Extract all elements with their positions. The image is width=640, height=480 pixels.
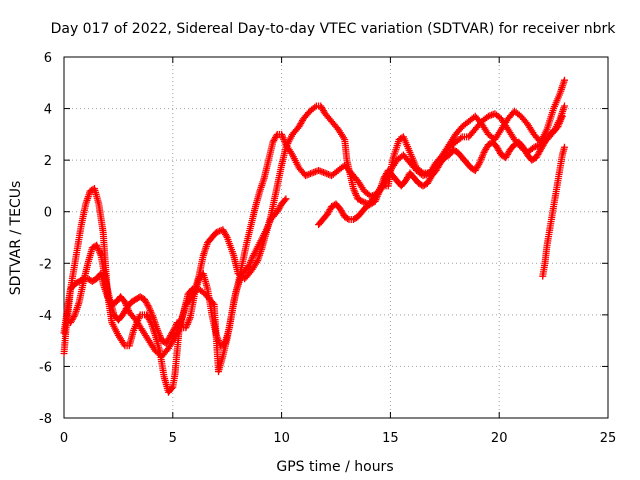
data-point [282,195,290,203]
y-tick-label: 2 [44,154,52,169]
series-track-2 [60,76,568,396]
data-point [344,215,352,223]
y-tick-labels: -8 -6 -4 -2 0 2 4 6 [39,51,52,427]
x-tick-label: 15 [382,431,399,446]
data-point [168,384,176,392]
data-points [60,76,568,396]
data-point [560,76,568,84]
data-point [558,112,566,120]
chart-title: Day 017 of 2022, Sidereal Day-to-day VTE… [51,21,617,37]
data-point [457,134,465,142]
data-point [222,232,230,240]
grid-lines [64,57,608,418]
x-tick-label: 20 [491,431,508,446]
y-tick-label: -2 [39,257,52,272]
data-point [560,102,568,110]
data-point [70,312,78,320]
data-point [475,160,483,168]
y-axis-label: SDTVAR / TECUs [8,181,24,296]
data-point [272,132,280,140]
x-axis-label: GPS time / hours [276,459,393,475]
x-tick-label: 0 [60,431,68,446]
x-tick-label: 5 [169,431,177,446]
series-track-5 [539,143,568,280]
data-point [311,103,319,111]
data-point [144,302,152,310]
y-tick-label: 6 [44,51,52,66]
y-tick-label: 4 [44,103,52,118]
series-track-4 [315,112,566,229]
y-tick-label: -8 [39,412,52,427]
data-point [560,143,568,151]
plot-frame [63,56,609,419]
y-tick-label: 0 [44,206,52,221]
y-tick-label: -6 [39,360,52,375]
x-tick-label: 10 [273,431,290,446]
data-point [170,325,178,333]
y-tick-label: -4 [39,309,52,324]
data-point [176,322,184,330]
axis-ticks [63,56,609,419]
x-tick-labels: 0 5 10 15 20 25 [60,431,616,446]
data-point [357,197,365,205]
data-point [281,196,289,204]
x-tick-label: 25 [600,431,617,446]
